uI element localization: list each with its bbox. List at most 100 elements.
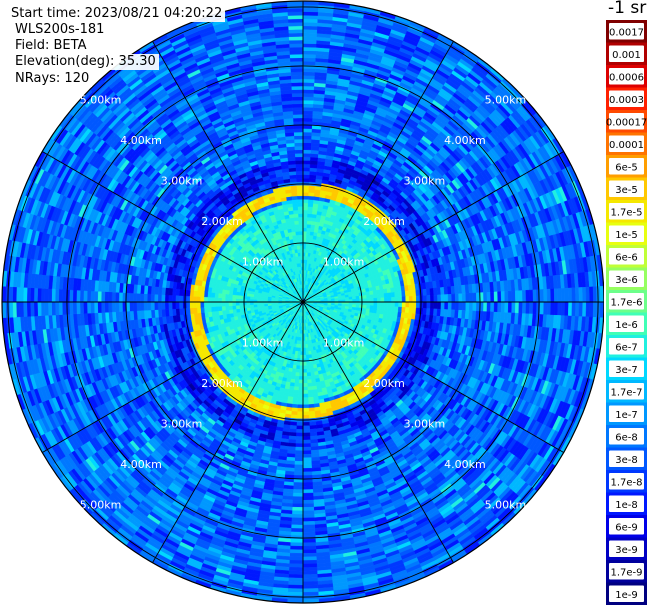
beta-cell: [408, 296, 414, 303]
beta-cell: [302, 14, 319, 20]
beta-cell: [404, 307, 410, 314]
beta-cell: [306, 220, 312, 225]
beta-cell: [359, 301, 364, 306]
beta-cell: [306, 223, 312, 229]
beta-cell: [426, 301, 431, 309]
beta-cell: [522, 301, 527, 314]
beta-cell: [518, 290, 523, 303]
beta-cell: [490, 291, 495, 303]
beta-cell: [302, 156, 311, 161]
beta-cell: [302, 220, 308, 225]
beta-cell: [352, 296, 357, 300]
beta-cell: [493, 301, 499, 313]
beta-cell: [302, 223, 308, 228]
beta-cell: [422, 295, 428, 303]
beta-cell: [490, 301, 495, 313]
beta-cell: [306, 227, 312, 232]
beta-cell: [337, 297, 343, 301]
beta-cell: [302, 230, 307, 236]
beta-cell: [302, 234, 307, 239]
beta-cell: [451, 293, 456, 303]
beta-cell: [585, 286, 591, 303]
beta-cell: [465, 301, 470, 311]
beta-cell: [546, 288, 552, 303]
beta-cell: [529, 301, 534, 315]
beta-cell: [302, 29, 318, 34]
beta-cell: [366, 298, 371, 303]
beta-cell: [302, 131, 313, 137]
beta-cell: [539, 301, 545, 315]
beta-cell: [543, 301, 548, 316]
beta-cell: [302, 206, 309, 211]
beta-cell: [302, 245, 307, 250]
beta-cell: [302, 174, 310, 179]
beta-cell: [564, 301, 569, 317]
beta-cell: [497, 291, 502, 303]
beta-cell: [430, 301, 435, 310]
beta-cell: [536, 289, 541, 303]
beta-cell: [302, 96, 314, 101]
beta-cell: [398, 301, 403, 308]
beta-cell: [447, 293, 452, 303]
beta-cell: [373, 305, 378, 311]
beta-cell: [369, 298, 375, 303]
beta-cell: [472, 292, 477, 303]
beta-cell: [532, 289, 537, 303]
beta-cell: [543, 288, 548, 303]
beta-cell: [546, 301, 552, 316]
beta-cell: [302, 50, 317, 55]
beta-cell: [493, 291, 499, 303]
beta-cell: [539, 289, 545, 303]
beta-cell: [507, 290, 513, 303]
beta-cell: [578, 301, 584, 317]
beta-cell: [362, 295, 367, 300]
beta-cell: [302, 167, 311, 172]
beta-cell: [390, 306, 396, 312]
beta-cell: [589, 301, 594, 318]
beta-cell: [550, 288, 555, 303]
beta-cell: [422, 301, 428, 309]
beta-cell: [401, 301, 406, 308]
beta-cell: [486, 301, 491, 313]
beta-cell: [472, 301, 477, 312]
beta-cell: [307, 206, 314, 211]
beta-cell: [408, 290, 413, 297]
beta-cell: [383, 292, 389, 298]
beta-cell: [415, 295, 421, 303]
beta-cell: [454, 293, 460, 303]
beta-cell: [302, 238, 307, 243]
beta-cell: [302, 142, 312, 147]
beta-cell: [440, 301, 445, 310]
beta-cell: [373, 301, 378, 307]
beta-cell: [387, 301, 392, 307]
beta-cell: [302, 71, 316, 76]
beta-cell: [302, 128, 313, 133]
beta-cell: [302, 241, 307, 246]
beta-cell: [430, 294, 435, 303]
beta-cell: [369, 290, 374, 296]
beta-cell: [377, 297, 382, 303]
beta-cell: [302, 149, 312, 154]
beta-cell: [302, 209, 309, 214]
beta-cell: [468, 292, 474, 303]
beta-cell: [366, 294, 371, 299]
beta-cell: [571, 301, 576, 317]
beta-cell: [433, 294, 438, 303]
beta-cell: [302, 82, 315, 87]
beta-cell: [302, 36, 318, 41]
beta-cell: [359, 295, 364, 300]
beta-cell: [302, 43, 317, 48]
beta-cell: [359, 298, 364, 303]
beta-cell: [550, 301, 555, 316]
beta-cell: [302, 78, 315, 83]
beta-cell: [380, 305, 385, 311]
beta-cell: [387, 297, 392, 303]
beta-cell: [302, 18, 319, 23]
beta-cell: [394, 301, 399, 308]
beta-cell: [302, 177, 310, 183]
beta-cell: [302, 75, 316, 80]
beta-cell: [380, 297, 385, 303]
beta-cell: [525, 301, 530, 315]
beta-cell: [302, 199, 309, 204]
beta-cell: [504, 301, 509, 313]
